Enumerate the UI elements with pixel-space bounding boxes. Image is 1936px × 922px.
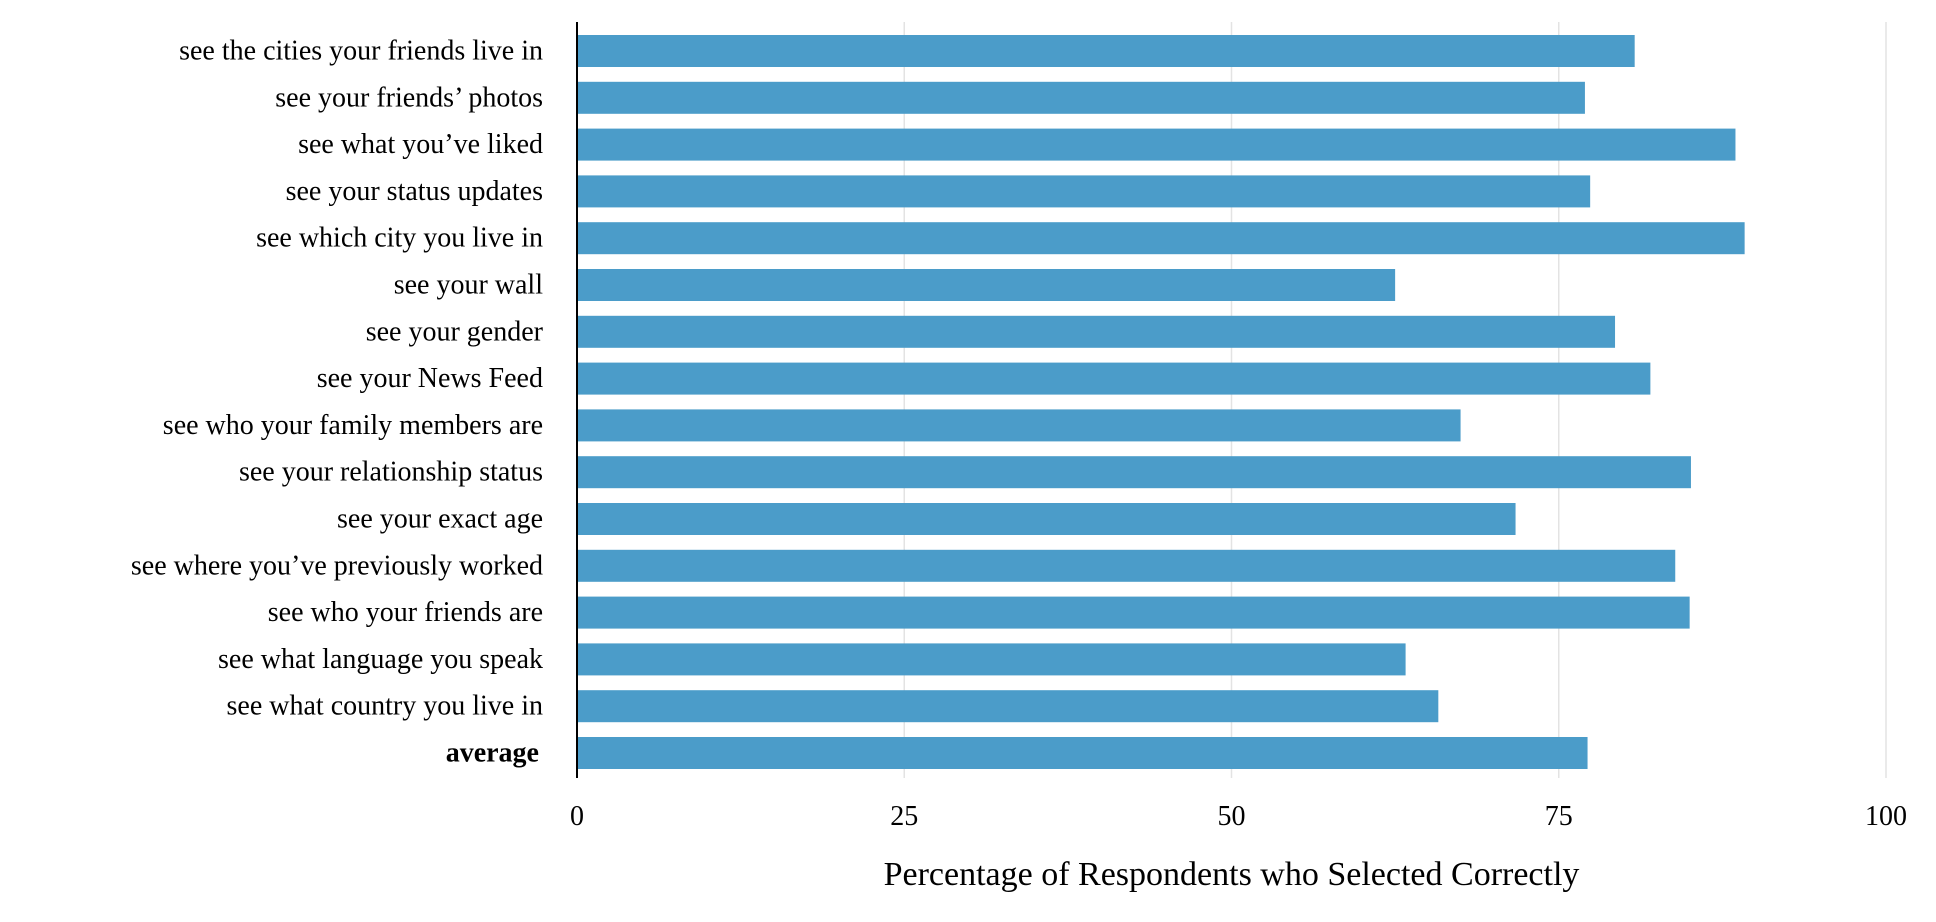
category-label-see-your-news-feed: see your News Feed [317,363,543,394]
category-label-see-your-relationship-status: see your relationship status [239,457,543,488]
bar-see-your-gender [577,315,1616,348]
bar-see-who-your-family-members-are [577,409,1461,442]
bar-see-who-your-friends-are [577,596,1690,629]
x-tick-label-100: 100 [1865,801,1907,832]
x-tick-label-25: 25 [890,801,918,832]
category-label-see-where-you-ve-previously-worked: see where you’ve previously worked [131,550,543,581]
bar-see-the-cities-your-friends-live-in [577,35,1635,67]
category-label-see-the-cities-your-friends-live-in: see the cities your friends live in [179,36,543,67]
category-label-see-your-wall: see your wall [394,270,544,301]
x-tick-label-75: 75 [1545,801,1573,832]
category-label-see-your-exact-age: see your exact age [337,504,543,535]
bar-average [577,737,1588,769]
bar-see-your-status-updates [577,175,1591,208]
category-label-see-your-status-updates: see your status updates [286,176,543,207]
bars [577,35,1745,769]
category-label-see-who-your-family-members-are: see who your family members are [163,410,543,441]
bar-see-where-you-ve-previously-worked [577,549,1676,582]
bar-see-your-wall [577,269,1396,301]
category-label-see-who-your-friends-are: see who your friends are [268,597,543,628]
category-label-average: average [446,738,539,769]
x-tick-label-0: 0 [570,801,584,832]
category-label-see-what-you-ve-liked: see what you’ve liked [298,129,543,160]
category-label-see-which-city-you-live-in: see which city you live in [256,223,543,254]
x-tick-label-50: 50 [1218,801,1246,832]
category-label-see-what-country-you-live-in: see what country you live in [227,691,543,722]
bar-see-what-language-you-speak [577,643,1406,676]
bar-see-your-news-feed [577,362,1651,395]
category-label-see-your-friends-photos: see your friends’ photos [275,82,543,113]
category-label-see-what-language-you-speak: see what language you speak [218,644,543,675]
bar-see-what-country-you-live-in [577,690,1439,723]
bar-see-what-you-ve-liked [577,128,1736,161]
bar-see-your-friends-photos [577,81,1585,114]
bar-see-which-city-you-live-in [577,222,1745,255]
category-label-see-your-gender: see your gender [366,316,544,347]
bar-see-your-relationship-status [577,456,1691,489]
bar-see-your-exact-age [577,503,1516,535]
x-axis-title: Percentage of Respondents who Selected C… [884,856,1580,893]
category-labels: see the cities your friends live in see y… [131,36,544,769]
x-tick-labels: 0 25 50 75 100 [570,801,1907,832]
